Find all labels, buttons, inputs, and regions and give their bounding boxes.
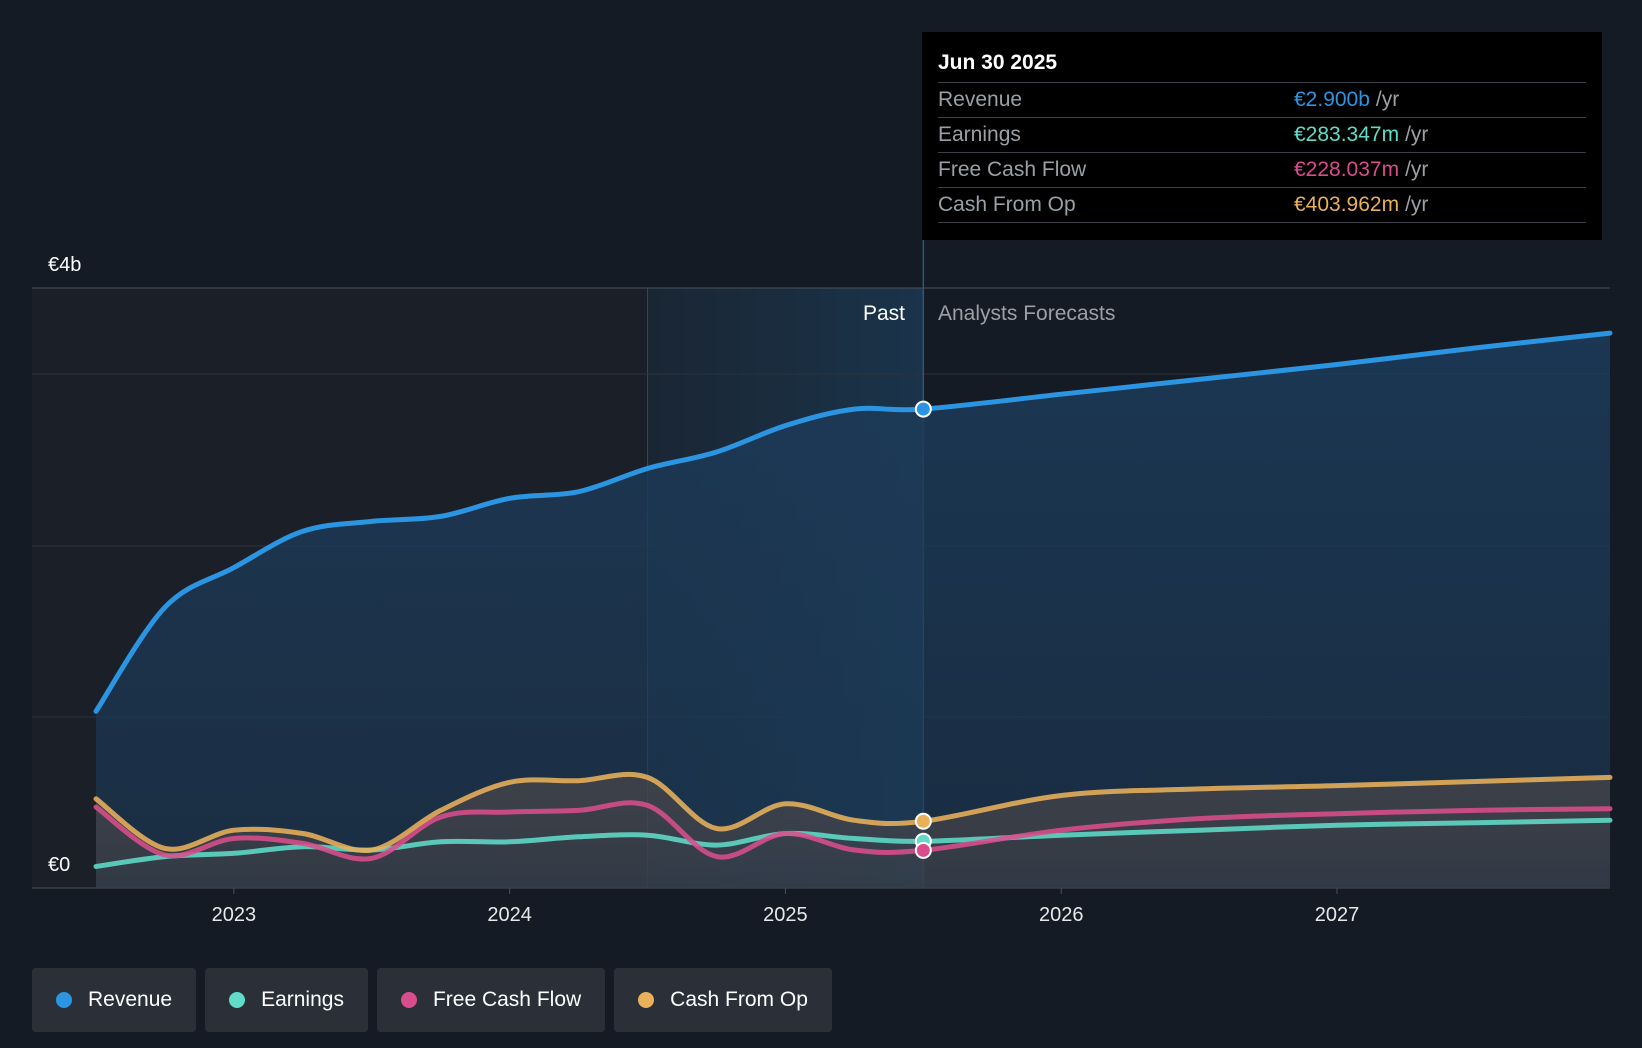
tooltip-row-value: €403.962m: [1294, 193, 1400, 216]
series-line-cfo: [93, 771, 1613, 854]
y-axis-bottom-label: €0: [48, 854, 70, 876]
y-axis-top-label: €4b: [48, 254, 81, 276]
legend-item-revenue[interactable]: Revenue: [32, 968, 197, 1032]
tooltip-panel: Jun 30 2025 Revenue €2.900b /yr Earnings…: [922, 32, 1602, 240]
earnings-dot-icon: [229, 992, 246, 1008]
marker-fcf: [914, 841, 932, 859]
x-tick-label: 2025: [763, 904, 808, 926]
fcf-dot-icon: [400, 992, 417, 1008]
x-tick-label: 2027: [1315, 904, 1360, 926]
forecast-label: Analysts Forecasts: [938, 302, 1115, 325]
tooltip-date: Jun 30 2025: [938, 51, 1058, 74]
series-line-earnings: [93, 817, 1613, 869]
legend-item-cfo[interactable]: Cash From Op: [614, 968, 832, 1032]
tooltip-row-unit: /yr: [1405, 193, 1429, 216]
legend-item-fcf[interactable]: Free Cash Flow: [376, 968, 606, 1032]
tooltip-row-label: Earnings: [938, 123, 1021, 146]
series-line-revenue: [93, 330, 1613, 714]
legend-label: Cash From Op: [670, 988, 808, 1011]
revenue-area: [96, 333, 1610, 889]
cash-from-op-area: [96, 774, 1610, 888]
tooltip-row-cfo: Cash From Op €403.962m /yr: [938, 187, 1586, 223]
series-line-fcf: [93, 800, 1613, 862]
x-tick-label: 2023: [212, 904, 257, 926]
tooltip-row-revenue: Revenue €2.900b /yr: [938, 82, 1586, 117]
revenue-dot-icon: [56, 992, 72, 1008]
past-label: Past: [863, 302, 905, 325]
cfo-dot-icon: [638, 992, 655, 1008]
tooltip-row-unit: /yr: [1375, 88, 1400, 111]
legend-item-earnings[interactable]: Earnings: [205, 968, 368, 1032]
x-tick-label: 2026: [1039, 904, 1084, 926]
marker-revenue: [914, 400, 932, 418]
tooltip-row-fcf: Free Cash Flow €228.037m /yr: [938, 152, 1586, 187]
legend: Revenue Earnings Free Cash Flow Cash Fro…: [32, 968, 832, 1032]
marker-cfo: [914, 812, 932, 830]
tooltip-row-value: €283.347m: [1294, 123, 1400, 146]
tooltip-row-unit: /yr: [1405, 123, 1429, 146]
tooltip-row-unit: /yr: [1405, 158, 1429, 181]
legend-label: Earnings: [261, 988, 344, 1011]
legend-label: Revenue: [88, 988, 173, 1011]
legend-label: Free Cash Flow: [432, 988, 582, 1011]
tooltip-row-earnings: Earnings €283.347m /yr: [938, 117, 1586, 152]
x-tick-label: 2024: [487, 904, 532, 926]
tooltip-row-value: €2.900b: [1294, 88, 1370, 111]
tooltip-row-label: Cash From Op: [938, 193, 1076, 216]
tooltip-row-value: €228.037m: [1294, 158, 1400, 181]
tooltip-row-label: Free Cash Flow: [938, 158, 1087, 181]
tooltip-row-label: Revenue: [938, 88, 1023, 111]
